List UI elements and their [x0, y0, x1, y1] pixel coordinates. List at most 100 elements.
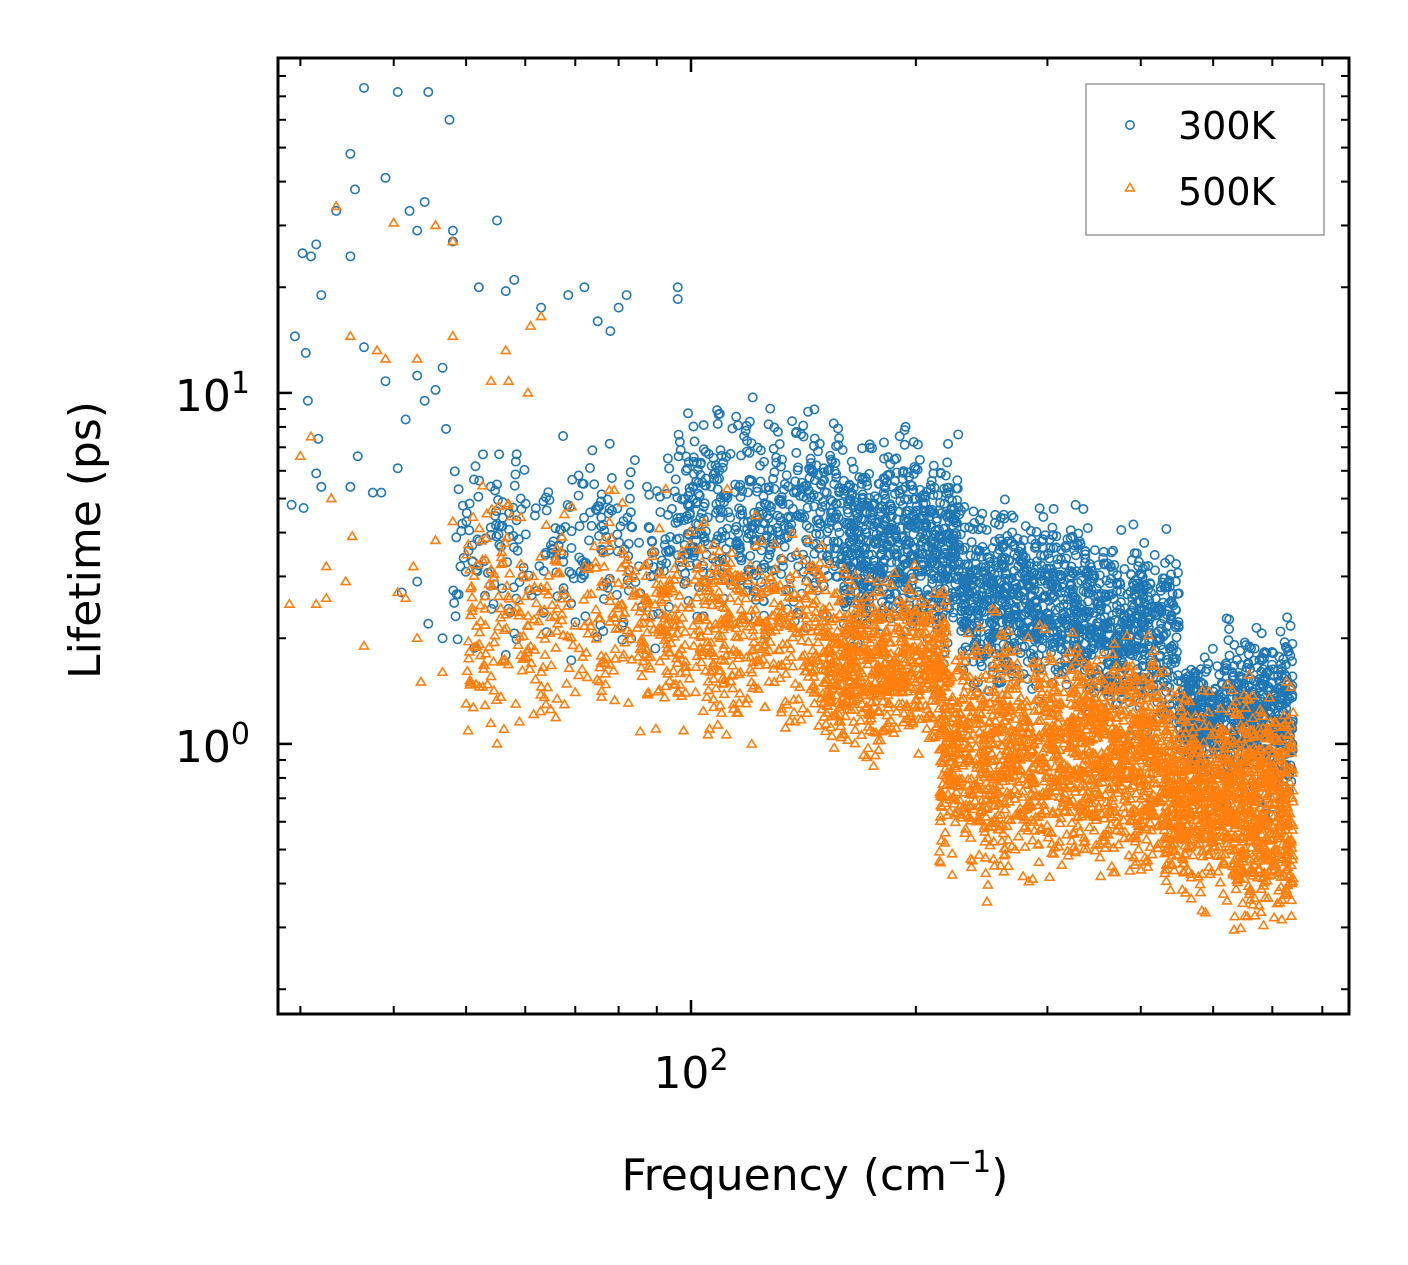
point-300k — [1070, 550, 1081, 561]
point-300k — [598, 626, 609, 637]
point-300k — [691, 535, 702, 546]
point-300k — [623, 538, 634, 549]
point-300k — [697, 477, 708, 488]
point-300k — [864, 442, 875, 453]
point-300k — [942, 457, 953, 468]
point-300k — [928, 490, 939, 501]
point-300k — [683, 408, 694, 419]
point-300k — [494, 449, 505, 460]
point-300k — [519, 464, 530, 475]
point-300k — [473, 491, 484, 502]
point-300k — [478, 449, 489, 460]
point-300k — [776, 461, 787, 472]
point-300k — [666, 503, 677, 514]
point-300k — [848, 482, 859, 493]
point-300k — [513, 534, 524, 545]
point-300k — [680, 568, 691, 579]
point-300k — [935, 468, 946, 479]
point-300k — [796, 512, 807, 523]
point-300k — [650, 643, 661, 654]
point-300k — [804, 464, 815, 475]
point-300k — [508, 542, 519, 553]
point-300k — [826, 454, 837, 465]
point-300k — [825, 450, 836, 461]
point-300k — [566, 542, 577, 553]
point-300k — [548, 536, 559, 547]
point-300k — [926, 519, 937, 530]
point-300k — [576, 555, 587, 566]
point-300k — [602, 494, 613, 505]
point-300k — [891, 514, 902, 525]
point-300k — [977, 508, 988, 519]
point-300k — [798, 420, 809, 431]
point-300k — [723, 507, 734, 518]
point-300k — [908, 529, 919, 540]
point-300k — [530, 503, 541, 514]
point-300k — [768, 443, 779, 454]
point-300k — [839, 517, 850, 528]
point-300k — [755, 476, 766, 487]
point-300k — [830, 556, 841, 567]
point-300k — [732, 539, 743, 550]
point-300k — [899, 425, 910, 436]
point-300k — [452, 634, 463, 645]
point-300k — [684, 508, 695, 519]
point-300k — [745, 476, 756, 487]
point-300k — [828, 536, 839, 547]
point-300k — [764, 500, 775, 511]
point-300k — [691, 558, 702, 569]
point-300k — [590, 504, 601, 515]
point-300k — [844, 527, 855, 538]
point-300k — [717, 507, 728, 518]
point-300k — [672, 512, 683, 523]
point-300k — [698, 419, 709, 430]
point-300k — [691, 476, 702, 487]
point-300k — [743, 528, 754, 539]
point-300k — [871, 534, 882, 545]
point-300k — [694, 490, 705, 501]
point-300k — [755, 460, 766, 471]
point-300k — [763, 485, 774, 496]
point-300k — [558, 431, 569, 442]
point-300k — [828, 418, 839, 429]
point-300k — [684, 483, 695, 494]
point-300k — [712, 462, 723, 473]
point-300k — [760, 562, 771, 573]
point-300k — [790, 428, 801, 439]
point-300k — [774, 439, 785, 450]
point-300k — [622, 512, 633, 523]
point-300k — [573, 470, 584, 481]
point-300k — [878, 473, 889, 484]
point-300k — [796, 477, 807, 488]
point-300k — [942, 553, 953, 564]
point-300k — [643, 522, 654, 533]
point-300k — [1031, 526, 1042, 537]
point-300k — [695, 457, 706, 468]
point-300k — [579, 512, 590, 523]
point-300k — [809, 433, 820, 444]
point-300k — [629, 455, 640, 466]
point-300k — [730, 524, 741, 535]
point-300k — [902, 558, 913, 569]
point-300k — [1038, 511, 1049, 522]
point-300k — [564, 566, 575, 577]
point-300k — [917, 564, 928, 575]
point-300k — [846, 456, 857, 467]
point-300k — [943, 572, 954, 583]
point-300k — [915, 484, 926, 495]
point-300k — [873, 516, 884, 527]
point-300k — [735, 491, 746, 502]
point-300k — [507, 502, 518, 513]
point-300k — [830, 512, 841, 523]
point-300k — [566, 568, 577, 579]
point-300k — [520, 498, 531, 509]
point-300k — [742, 487, 753, 498]
point-300k — [725, 512, 736, 523]
point-300k — [794, 490, 805, 501]
point-300k — [689, 436, 700, 447]
point-300k — [766, 501, 777, 512]
point-300k — [927, 557, 938, 568]
point-300k — [585, 507, 596, 518]
point-300k — [857, 498, 868, 509]
